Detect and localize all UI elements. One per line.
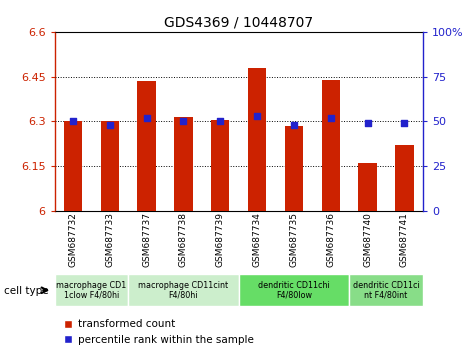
- Bar: [395, 145, 414, 211]
- Point: [143, 115, 151, 120]
- Bar: [128, 274, 238, 306]
- Text: macrophage CD11cint
F4/80hi: macrophage CD11cint F4/80hi: [138, 281, 228, 300]
- Bar: [174, 117, 193, 211]
- Point: [180, 118, 187, 124]
- Point: [327, 115, 334, 120]
- Text: dendritic CD11ci
nt F4/80int: dendritic CD11ci nt F4/80int: [352, 281, 419, 300]
- Point: [400, 120, 408, 126]
- Point: [364, 120, 371, 126]
- Point: [290, 122, 298, 128]
- Point: [106, 122, 114, 128]
- Bar: [211, 120, 229, 211]
- Bar: [248, 68, 266, 211]
- Bar: [55, 274, 128, 306]
- Bar: [349, 274, 423, 306]
- Title: GDS4369 / 10448707: GDS4369 / 10448707: [164, 15, 313, 29]
- Text: dendritic CD11chi
F4/80low: dendritic CD11chi F4/80low: [258, 281, 330, 300]
- Point: [217, 118, 224, 124]
- Bar: [358, 163, 377, 211]
- Legend: transformed count, percentile rank within the sample: transformed count, percentile rank withi…: [60, 315, 257, 349]
- Bar: [101, 121, 119, 211]
- Bar: [137, 81, 156, 211]
- Text: cell type: cell type: [4, 286, 48, 296]
- Point: [69, 118, 77, 124]
- Text: macrophage CD1
1clow F4/80hi: macrophage CD1 1clow F4/80hi: [57, 281, 126, 300]
- Bar: [64, 121, 82, 211]
- Bar: [238, 274, 349, 306]
- Bar: [285, 126, 303, 211]
- Point: [253, 113, 261, 119]
- Bar: [322, 80, 340, 211]
